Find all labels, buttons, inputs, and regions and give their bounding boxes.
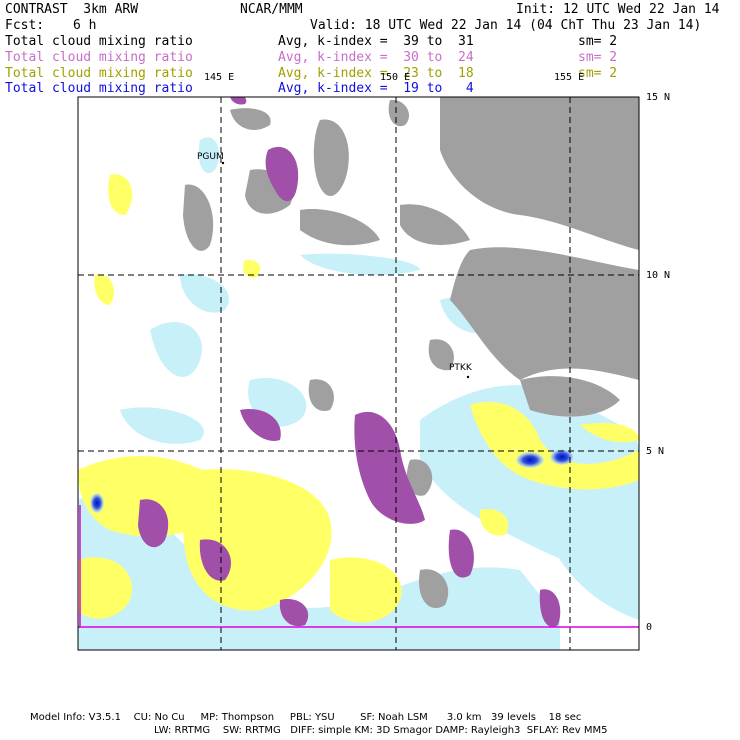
gray-clouds (183, 97, 639, 609)
legend-sm-1: sm= 2 (578, 34, 618, 49)
model-info-line-1: Model Info: V3.5.1 CU: No Cu MP: Thompso… (30, 712, 582, 723)
forecast-label: Fcst: (5, 18, 45, 33)
legend-avg-4: Avg, k-index = 19 to 4 (278, 81, 474, 96)
lat-label-15n: 15 N (646, 92, 671, 103)
lon-label-150: 150 E (380, 72, 411, 83)
lat-label-5n: 5 N (646, 446, 665, 457)
center-name: NCAR/MMM (240, 2, 303, 17)
legend-sm-3: sm= 2 (578, 66, 618, 81)
lon-label-145: 145 E (204, 72, 235, 83)
product-title: CONTRAST 3km ARW (5, 2, 139, 17)
legend-field-1: Total cloud mixing ratio (5, 34, 193, 49)
station-label-ptkk: PTKK (449, 363, 472, 373)
station-marker-pgum (221, 161, 225, 165)
forecast-hour: 6 h (73, 18, 97, 33)
model-info-line-2: LW: RRTMG SW: RRTMG DIFF: simple KM: 3D … (154, 725, 608, 736)
lat-label-0: 0 (646, 622, 653, 633)
domain-boundary (79, 505, 639, 628)
legend-avg-2: Avg, k-index = 30 to 24 (278, 50, 474, 65)
lat-label-10n: 10 N (646, 270, 671, 281)
legend-field-2: Total cloud mixing ratio (5, 50, 193, 65)
lon-label-155: 155 E (554, 72, 585, 83)
station-marker-ptkk (466, 375, 470, 379)
legend-field-3: Total cloud mixing ratio (5, 66, 193, 81)
legend-sm-2: sm= 2 (578, 50, 618, 65)
legend-avg-1: Avg, k-index = 39 to 31 (278, 34, 474, 49)
map-frame (77, 96, 640, 651)
valid-time: Valid: 18 UTC Wed 22 Jan 14 (04 ChT Thu … (310, 18, 702, 33)
blue-cores (90, 449, 574, 513)
station-label-pgum: PGUM (197, 152, 224, 162)
legend-field-4: Total cloud mixing ratio (5, 81, 193, 96)
init-time: Init: 12 UTC Wed 22 Jan 14 (516, 2, 720, 17)
purple-clouds (138, 97, 561, 627)
legend-avg-3: Avg, k-index = 23 to 18 (278, 66, 474, 81)
yellow-clouds (78, 174, 639, 623)
